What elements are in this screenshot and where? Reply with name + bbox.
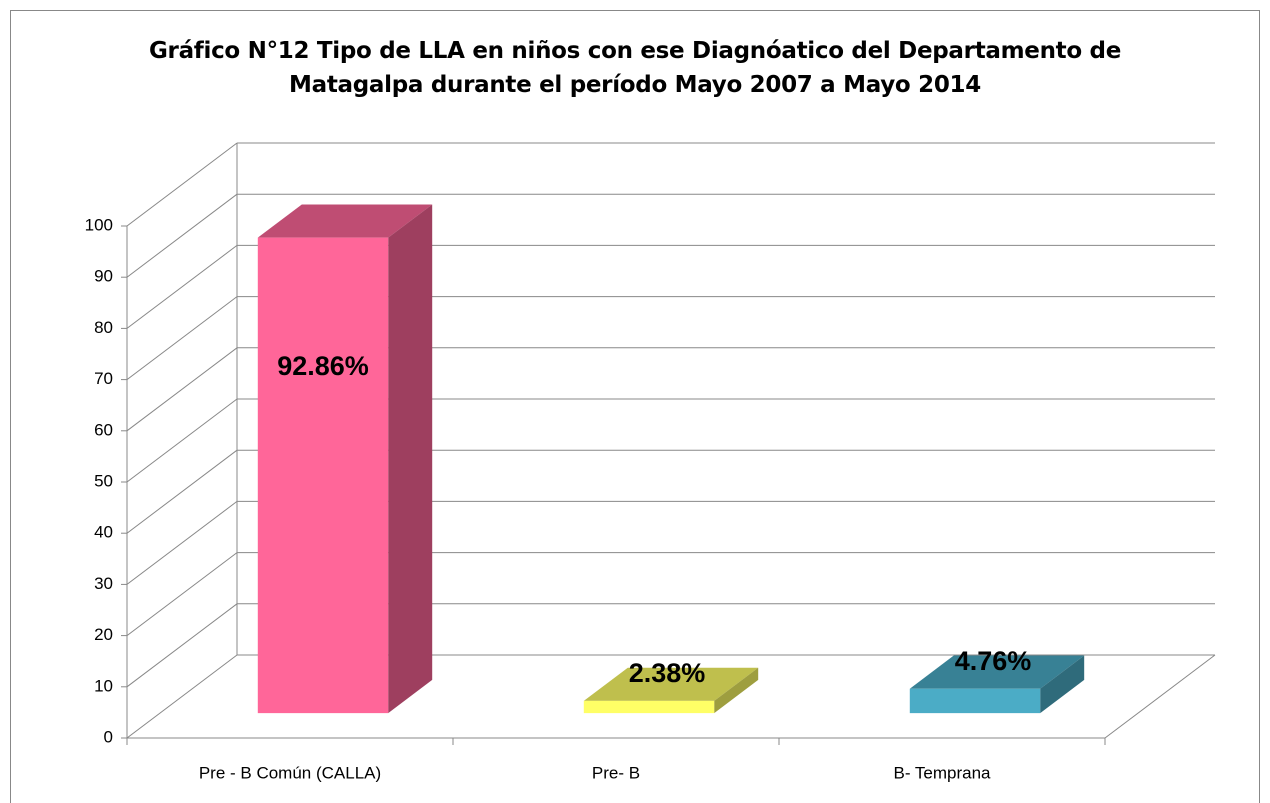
y-tick-label: 20 (94, 625, 113, 644)
grid-line-side (126, 245, 238, 329)
y-tick-label: 80 (94, 318, 113, 337)
grid-line-side (126, 398, 238, 483)
grid-line-side (126, 296, 238, 380)
grid-line-side (126, 654, 238, 739)
y-tick-label: 70 (94, 369, 113, 388)
y-tick-label: 0 (104, 727, 113, 746)
bar-top (257, 204, 433, 238)
bar (909, 688, 1041, 714)
data-label: 92.86% (277, 351, 369, 381)
y-tick-label: 90 (94, 267, 113, 286)
y-tick-label: 100 (85, 215, 113, 234)
x-tick-label: Pre - B Común (CALLA) (199, 763, 381, 782)
x-tick-label: Pre- B (592, 763, 640, 782)
x-tick-label: B- Temprana (893, 763, 991, 782)
floor-right-edge (1104, 654, 1216, 739)
bar-top (909, 655, 1085, 689)
bar-side (388, 204, 433, 714)
bar-side (714, 667, 759, 714)
grid-line-side (126, 347, 238, 432)
grid-line-side (126, 449, 238, 534)
grid-line-side (126, 142, 238, 227)
data-label: 2.38% (629, 658, 706, 688)
y-tick-label: 10 (94, 676, 113, 695)
grid-line-side (126, 193, 238, 278)
chart-title: Gráfico N°12 Tipo de LLA en niños con es… (148, 38, 1122, 98)
bar-top (583, 667, 759, 701)
y-tick-label: 40 (94, 523, 113, 542)
y-tick-label: 50 (94, 471, 113, 490)
bar-side (1040, 655, 1085, 714)
y-tick-label: 30 (94, 574, 113, 593)
grid-line-side (126, 552, 238, 636)
bar (257, 237, 389, 714)
y-tick-label: 60 (94, 420, 113, 439)
grid-line-side (126, 501, 238, 585)
grid-line-side (126, 603, 238, 688)
data-label: 4.76% (955, 646, 1032, 676)
bar (583, 700, 715, 714)
